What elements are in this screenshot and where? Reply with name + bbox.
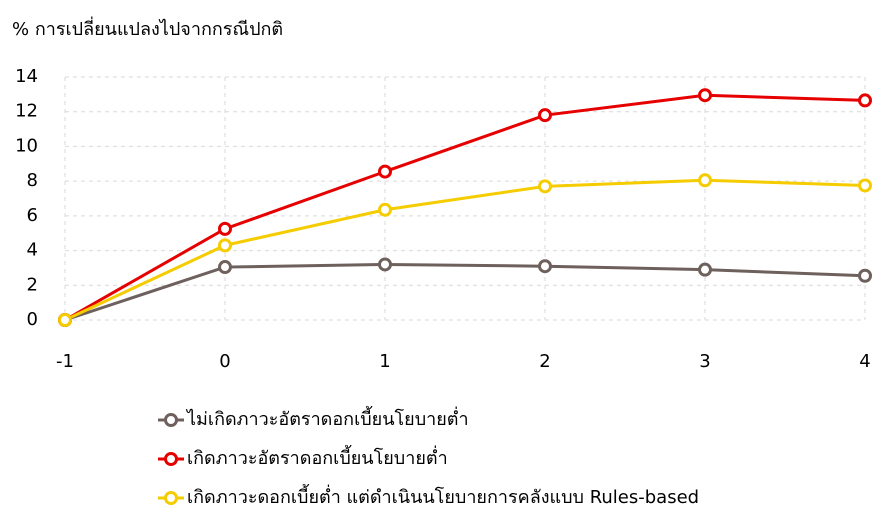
legend-label: เกิดภาวะอัตราดอกเบี้ยนโยบายต่ำ bbox=[187, 445, 448, 469]
y-tick-label: 0 bbox=[27, 309, 38, 330]
series-line bbox=[64, 262, 866, 322]
x-tick-label: 0 bbox=[219, 351, 230, 372]
x-tick-label: 1 bbox=[379, 351, 390, 372]
point bbox=[218, 238, 232, 253]
y-tick-label: 4 bbox=[27, 240, 38, 261]
legend-marker bbox=[164, 413, 178, 427]
point bbox=[378, 164, 392, 179]
series-line bbox=[64, 178, 866, 322]
point bbox=[538, 108, 552, 123]
x-tick-label: -1 bbox=[56, 351, 74, 372]
point bbox=[378, 202, 392, 217]
point bbox=[698, 173, 712, 188]
point bbox=[698, 262, 712, 277]
y-tick-label: 8 bbox=[27, 170, 38, 191]
point bbox=[218, 221, 232, 236]
y-tick-label: 2 bbox=[27, 274, 38, 295]
point bbox=[858, 268, 872, 283]
x-tick-label: 4 bbox=[859, 351, 870, 372]
legend-label: เกิดภาวะดอกเบี้ยต่ำ แต่ดำเนินนโยบายการคล… bbox=[187, 484, 699, 508]
point bbox=[58, 313, 72, 327]
point bbox=[698, 88, 712, 103]
legend-marker bbox=[164, 491, 178, 505]
series-line bbox=[64, 93, 866, 322]
x-tick-label: 3 bbox=[699, 351, 710, 372]
point bbox=[378, 257, 392, 272]
chart-title: % การเปลี่ยนแปลงไปจากกรณีปกติ bbox=[12, 16, 283, 40]
point bbox=[218, 260, 232, 275]
y-tick-label: 6 bbox=[27, 205, 38, 226]
x-tick-label: 2 bbox=[539, 351, 550, 372]
y-tick-label: 14 bbox=[15, 66, 38, 87]
point bbox=[858, 178, 872, 193]
legend-label: ไม่เกิดภาวะอัตราดอกเบี้ยนโยบายต่ำ bbox=[185, 406, 469, 430]
legend-marker bbox=[164, 452, 178, 466]
point bbox=[858, 93, 872, 108]
point bbox=[538, 179, 552, 194]
point bbox=[538, 259, 552, 274]
y-tick-label: 10 bbox=[15, 135, 38, 156]
y-tick-label: 12 bbox=[15, 101, 38, 122]
